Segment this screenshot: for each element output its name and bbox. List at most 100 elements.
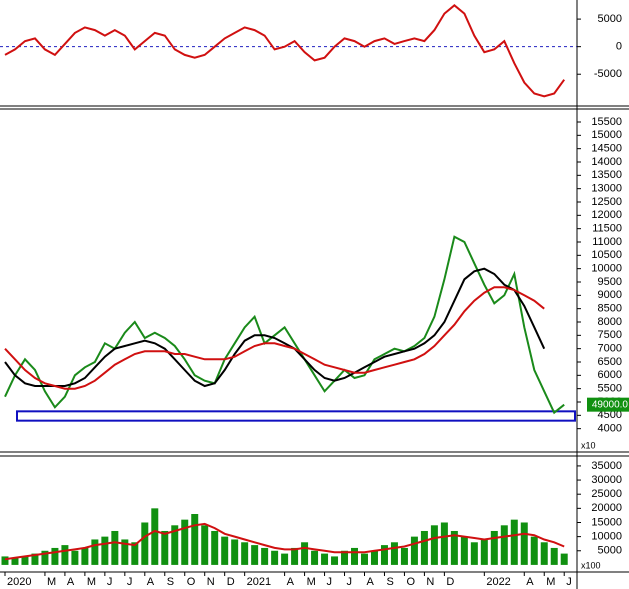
y-tick-label: -5000	[594, 68, 622, 80]
volume-bar	[91, 539, 99, 565]
volume-bar	[480, 539, 488, 565]
last-price-label: 49000.0	[592, 399, 629, 410]
x-tick-label: N	[207, 576, 215, 588]
x-tick-label: A	[366, 576, 374, 588]
volume-bar	[191, 514, 199, 565]
support-zone	[16, 410, 576, 422]
volume-bar	[1, 556, 9, 565]
volume-bar	[251, 545, 259, 565]
volume-bar	[460, 536, 468, 565]
volume-bar	[171, 525, 179, 565]
volume-bar	[11, 557, 19, 565]
volume-bar	[291, 547, 299, 565]
y-tick-label: 13500	[591, 169, 622, 181]
x-tick-label: O	[406, 576, 415, 588]
y-tick-label: 11500	[592, 223, 622, 235]
x-tick-label: J	[127, 576, 133, 588]
y-tick-label: 9500	[598, 276, 622, 288]
volume-bar	[490, 530, 498, 565]
y-tick-label: 14500	[591, 143, 622, 155]
volume-bar	[301, 542, 309, 565]
x-tick-label: A	[526, 576, 534, 588]
line-series	[4, 267, 546, 388]
y-tick-label: 6000	[598, 369, 622, 381]
x-tick-label: N	[426, 576, 434, 588]
y-tick-label: 8000	[598, 316, 622, 328]
volume-bar	[540, 542, 548, 565]
x-tick-label: D	[227, 576, 235, 588]
volume-bar	[61, 545, 69, 565]
volume-bar	[71, 550, 79, 565]
x-tick-label: M	[307, 576, 316, 588]
y-tick-label: 8500	[598, 303, 622, 315]
y-tick-label: 13000	[591, 183, 622, 195]
line-series	[4, 286, 545, 390]
y-tick-label: 10500	[591, 249, 622, 261]
line-series	[4, 235, 565, 415]
x-tick-label: O	[187, 576, 196, 588]
volume-bar	[470, 542, 478, 565]
volume-bar	[351, 547, 359, 565]
y-tick-label: 5000	[598, 545, 622, 557]
volume-bar	[161, 530, 169, 565]
volume-bar	[520, 522, 528, 565]
volume-bar	[211, 530, 219, 565]
volume-bar	[131, 542, 139, 565]
unit-label: x100	[581, 560, 601, 570]
volume-bar	[221, 536, 229, 565]
volume-bar	[231, 539, 239, 565]
y-tick-label: 15000	[591, 129, 622, 141]
volume-bar	[101, 536, 109, 565]
x-tick-label: M	[47, 576, 56, 588]
y-tick-label: 12500	[591, 196, 622, 208]
volume-bar	[81, 547, 89, 565]
x-tick-label: A	[67, 576, 75, 588]
x-tick-label: J	[107, 576, 113, 588]
volume-bar	[271, 550, 279, 565]
x-tick-label: A	[147, 576, 155, 588]
volume-bar	[201, 525, 209, 565]
y-tick-label: 15000	[591, 516, 622, 528]
volume-bar	[560, 553, 568, 565]
y-tick-label: 20000	[591, 502, 622, 514]
volume-bar	[241, 542, 249, 565]
y-tick-label: 4000	[598, 423, 622, 435]
volume-bar	[530, 536, 538, 565]
volume-bar	[111, 530, 119, 565]
line-series	[4, 522, 565, 561]
volume-bar	[370, 550, 378, 565]
last-price-box	[587, 397, 629, 412]
x-tick-label: M	[546, 576, 555, 588]
y-tick-label: 10000	[591, 263, 622, 275]
y-tick-label: 5000	[598, 13, 622, 25]
volume-bar	[440, 522, 448, 565]
y-tick-label: 4500	[598, 409, 622, 421]
x-tick-label: J	[347, 576, 353, 588]
y-tick-label: 12000	[591, 209, 622, 221]
x-tick-label: J	[327, 576, 333, 588]
volume-bar	[321, 553, 329, 565]
y-tick-label: 15500	[591, 116, 622, 128]
x-tick-label: M	[87, 576, 96, 588]
volume-bar	[420, 530, 428, 565]
volume-bar	[31, 553, 39, 565]
volume-bar	[331, 556, 339, 565]
x-tick-label: 2022	[486, 576, 510, 588]
line-series	[4, 4, 566, 98]
volume-bar	[261, 547, 269, 565]
volume-bar	[141, 522, 149, 565]
volume-bar	[400, 547, 408, 565]
volume-bar	[181, 519, 189, 565]
y-tick-label: 7000	[598, 343, 622, 355]
volume-bar	[51, 547, 59, 565]
y-tick-label: 0	[616, 41, 622, 53]
volume-bar	[311, 550, 319, 565]
x-tick-label: D	[446, 576, 454, 588]
volume-bar	[430, 525, 438, 565]
volume-bar	[500, 525, 508, 565]
y-tick-label: 25000	[591, 488, 622, 500]
x-tick-label: S	[167, 576, 174, 588]
volume-bar	[121, 539, 129, 565]
